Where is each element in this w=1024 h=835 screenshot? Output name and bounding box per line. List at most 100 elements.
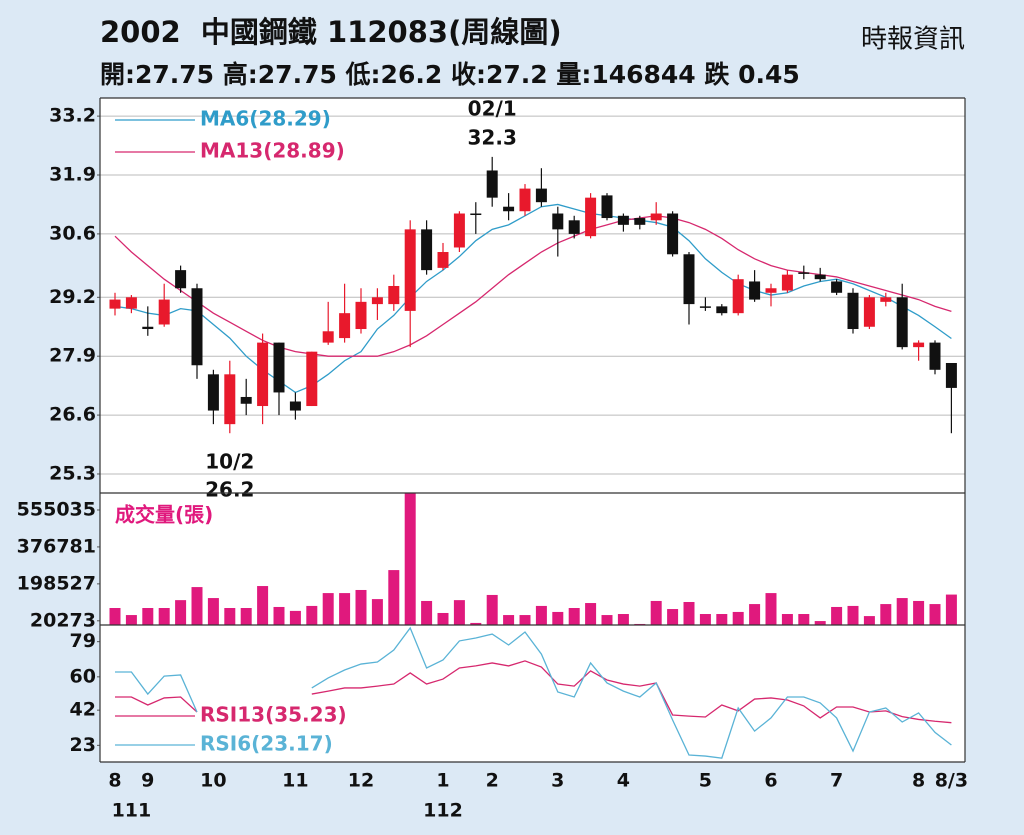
annotation: 10/2	[205, 450, 254, 474]
candle-body	[207, 374, 219, 411]
bar	[568, 608, 580, 625]
y-tick-label: 42	[70, 699, 96, 721]
bar	[945, 594, 957, 625]
bar	[503, 615, 515, 625]
bar	[125, 615, 137, 625]
bar	[224, 608, 236, 625]
legend-label: MA6(28.29)	[200, 107, 331, 131]
bar	[388, 570, 400, 625]
x-tick-label: 9	[141, 770, 154, 792]
candle-body	[716, 306, 728, 314]
line	[114, 215, 952, 357]
candle-body	[437, 252, 449, 268]
candle-body	[667, 213, 679, 255]
bar	[749, 604, 761, 625]
bar	[437, 612, 449, 625]
candle-body	[371, 297, 383, 305]
candle-body	[585, 197, 597, 237]
candle-body	[519, 188, 531, 212]
bar	[289, 610, 301, 625]
panel-label: 成交量(張)	[115, 503, 213, 527]
annotation: 26.2	[205, 478, 254, 502]
candle-body	[634, 218, 646, 225]
y-tick-label: 79	[70, 630, 96, 652]
line	[114, 203, 952, 394]
candle-body	[339, 313, 351, 339]
candle-body	[306, 351, 318, 407]
bar	[716, 614, 728, 625]
bar	[453, 600, 465, 625]
bar	[470, 622, 482, 625]
x-tick-label: 10	[200, 770, 226, 792]
candle-body	[240, 396, 252, 404]
bar	[732, 611, 744, 625]
y-tick-label: 26.6	[49, 404, 96, 426]
annotation: 32.3	[468, 125, 517, 149]
x-tick-label: 4	[617, 770, 630, 792]
bar	[831, 606, 843, 625]
candle-body	[699, 306, 711, 308]
candle-body	[109, 299, 121, 309]
candle-body	[781, 274, 793, 291]
candle-body	[749, 281, 761, 300]
candle-body	[847, 292, 859, 330]
candle-body	[732, 279, 744, 314]
candle-body	[503, 206, 515, 212]
bar	[650, 600, 662, 625]
candle-body	[765, 288, 777, 293]
y-tick-label: 60	[70, 665, 96, 687]
plot-area	[100, 98, 965, 762]
y-tick-label: 30.6	[49, 222, 96, 244]
line	[115, 660, 952, 724]
candle-body	[683, 254, 695, 305]
bar	[847, 605, 859, 625]
bar	[257, 586, 269, 625]
y-tick-label: 23	[70, 734, 96, 756]
bar	[683, 601, 695, 625]
candle-body	[142, 326, 154, 330]
candle-body	[929, 342, 941, 370]
candle-body	[880, 297, 892, 302]
bar	[306, 605, 318, 625]
candle-body	[355, 301, 367, 330]
candle-body	[650, 213, 662, 221]
bar	[667, 609, 679, 625]
candle-body	[798, 272, 810, 274]
bar	[240, 608, 252, 625]
legend-label: MA13(28.89)	[200, 139, 345, 163]
bar	[175, 600, 187, 625]
bar	[929, 604, 941, 625]
bar	[339, 593, 351, 625]
bar	[699, 614, 711, 625]
candle-body	[125, 297, 137, 309]
candle-body	[863, 297, 875, 327]
bar	[355, 589, 367, 625]
y-tick-label: 376781	[17, 535, 96, 557]
candle-body	[913, 342, 925, 348]
bar	[765, 593, 777, 625]
rsi-panel	[115, 626, 952, 759]
x-tick-label: 111	[112, 800, 152, 822]
y-tick-label: 29.2	[49, 286, 96, 308]
bar	[273, 606, 285, 625]
y-tick-label: 25.3	[49, 462, 96, 484]
bar	[896, 598, 908, 625]
x-tick-label: 8	[912, 770, 925, 792]
x-tick-label: 6	[764, 770, 777, 792]
bar	[863, 616, 875, 625]
price-panel	[100, 115, 965, 475]
bar	[913, 600, 925, 625]
bar	[191, 587, 203, 625]
bar	[404, 493, 416, 625]
candle-body	[273, 342, 285, 393]
x-tick-label: 2	[486, 770, 499, 792]
bar	[880, 604, 892, 625]
candle-body	[896, 297, 908, 348]
x-tick-label: 1	[436, 770, 449, 792]
bar	[158, 608, 170, 625]
candle-body	[191, 288, 203, 366]
candle-body	[814, 274, 826, 280]
x-tick-label: 8	[108, 770, 121, 792]
